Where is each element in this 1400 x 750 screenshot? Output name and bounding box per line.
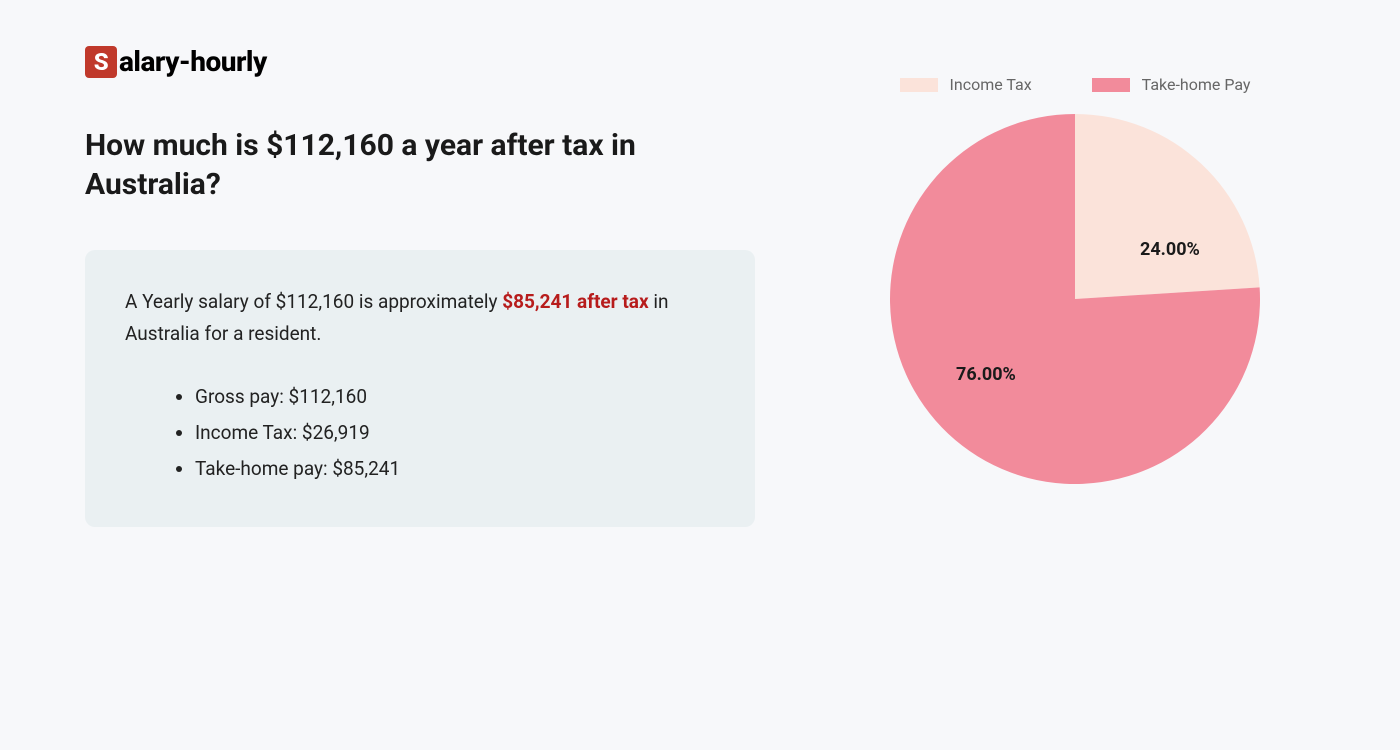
pie-chart: 24.00% 76.00% (890, 114, 1260, 484)
list-item: Income Tax: $26,919 (195, 415, 715, 451)
logo-badge: S (85, 46, 117, 78)
list-item: Gross pay: $112,160 (195, 379, 715, 415)
summary-list: Gross pay: $112,160 Income Tax: $26,919 … (125, 379, 715, 487)
list-item: Take-home pay: $85,241 (195, 451, 715, 487)
page-title: How much is $112,160 a year after tax in… (85, 126, 755, 204)
left-column: Salary-hourly How much is $112,160 a yea… (85, 45, 755, 527)
summary-highlight: $85,241 after tax (502, 290, 648, 313)
summary-text: A Yearly salary of $112,160 is approxima… (125, 286, 715, 351)
summary-pre: A Yearly salary of $112,160 is approxima… (125, 290, 502, 313)
pie-slices (890, 114, 1260, 484)
summary-card: A Yearly salary of $112,160 is approxima… (85, 250, 755, 527)
legend-item-take-home: Take-home Pay (1092, 75, 1251, 94)
pie-svg (890, 114, 1260, 484)
logo-text: alary-hourly (119, 45, 267, 78)
legend-label: Take-home Pay (1142, 75, 1251, 94)
slice-label-income-tax: 24.00% (1140, 239, 1200, 260)
pie-legend: Income Tax Take-home Pay (900, 75, 1251, 94)
site-logo: Salary-hourly (85, 45, 755, 78)
legend-label: Income Tax (950, 75, 1032, 94)
legend-swatch (900, 78, 938, 92)
page-root: Salary-hourly How much is $112,160 a yea… (0, 0, 1400, 572)
right-column: Income Tax Take-home Pay 24.00% 76.00% (835, 45, 1315, 527)
pie-slice-income_tax (1075, 114, 1260, 299)
slice-label-take-home: 76.00% (956, 364, 1016, 385)
legend-item-income-tax: Income Tax (900, 75, 1032, 94)
legend-swatch (1092, 78, 1130, 92)
